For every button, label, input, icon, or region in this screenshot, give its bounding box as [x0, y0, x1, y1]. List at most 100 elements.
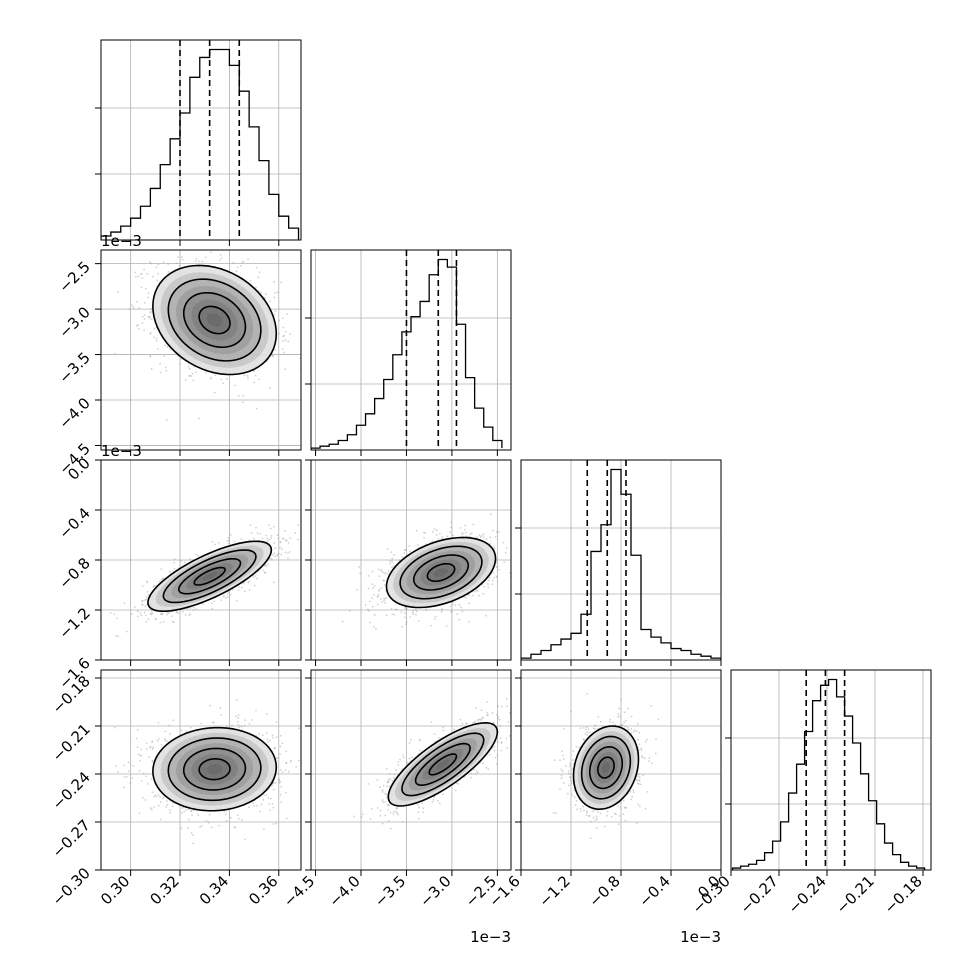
- scatter-point: [123, 602, 126, 605]
- scatter-point: [177, 256, 179, 259]
- scatter-point: [141, 315, 144, 318]
- scatter-point: [260, 291, 262, 294]
- scatter-point: [153, 806, 156, 809]
- scatter-point: [282, 335, 285, 338]
- scatter-point: [266, 738, 269, 741]
- scatter-point: [279, 541, 281, 544]
- scatter-point: [142, 796, 144, 799]
- scatter-point: [270, 558, 273, 561]
- scatter-point: [356, 589, 359, 591]
- scatter-point: [373, 584, 376, 587]
- scatter-point: [114, 352, 117, 355]
- scatter-point: [188, 614, 191, 617]
- scatter-point: [150, 610, 153, 613]
- scatter-point: [400, 611, 403, 613]
- scatter-point: [294, 532, 297, 534]
- scatter-point: [417, 619, 420, 622]
- scatter-point: [235, 698, 238, 701]
- scatter-point: [376, 603, 379, 606]
- scatter-point: [266, 537, 269, 540]
- scatter-point: [218, 824, 220, 827]
- scatter-point: [248, 539, 251, 541]
- scatter-point: [404, 616, 406, 619]
- scatter-point: [391, 566, 393, 569]
- panel-3-0: 0.30 0.32 0.34 0.36−0.30−0.27−0.24−0.21−0.1…: [49, 669, 302, 909]
- scatter-point: [390, 607, 393, 610]
- scatter-point: [209, 704, 212, 707]
- ytick-label: −3.5: [55, 349, 93, 387]
- scatter-point: [145, 596, 148, 599]
- scatter-point: [217, 541, 220, 544]
- scatter-point: [349, 609, 351, 612]
- scatter-point: [381, 600, 384, 603]
- scatter-point: [195, 608, 198, 611]
- scatter-point: [143, 599, 146, 602]
- scatter-point: [276, 554, 279, 557]
- scatter-point: [210, 826, 213, 829]
- scatter-point: [141, 603, 144, 606]
- scatter-point: [197, 260, 200, 263]
- scatter-point: [219, 254, 222, 256]
- scatter-point: [281, 348, 284, 350]
- scatter-point: [250, 531, 253, 534]
- scatter-point: [377, 595, 379, 598]
- scatter-point: [149, 333, 152, 335]
- histogram-step: [101, 48, 300, 240]
- scatter-point: [223, 810, 226, 813]
- scatter-point: [371, 570, 374, 573]
- scatter-point: [134, 271, 137, 274]
- scatter-point: [249, 279, 252, 282]
- scatter-point: [255, 266, 258, 269]
- scatter-point: [274, 547, 277, 550]
- scatter-point: [247, 581, 250, 584]
- scatter-point: [274, 348, 277, 351]
- scatter-point: [166, 613, 168, 616]
- scatter-point: [233, 540, 236, 543]
- scatter-point: [472, 523, 475, 526]
- scatter-point: [128, 307, 131, 310]
- scatter-point: [261, 537, 264, 540]
- scatter-point: [489, 536, 492, 539]
- scatter-point: [228, 539, 230, 542]
- scatter-point: [122, 786, 125, 789]
- scatter-point: [368, 621, 371, 624]
- scatter-point: [255, 526, 257, 529]
- scatter-point: [213, 600, 216, 603]
- scatter-point: [230, 533, 232, 536]
- scatter-point: [435, 529, 438, 532]
- scatter-point: [265, 293, 267, 296]
- panel-2-1: [305, 459, 525, 666]
- scatter-point: [277, 552, 280, 555]
- scatter-point: [147, 315, 150, 318]
- scatter-point: [173, 561, 176, 564]
- scatter-point: [149, 355, 152, 358]
- scatter-point: [391, 560, 394, 563]
- scatter-point: [281, 317, 284, 320]
- scatter-point: [220, 257, 223, 259]
- scatter-point: [241, 401, 244, 404]
- scatter-point: [472, 594, 474, 597]
- scatter-point: [133, 606, 136, 608]
- scatter-point: [270, 537, 272, 539]
- density-fill: [152, 265, 277, 375]
- scatter-point: [241, 261, 244, 264]
- scatter-point: [209, 251, 212, 254]
- scatter-point: [132, 764, 135, 767]
- scatter-point: [213, 391, 216, 394]
- scatter-point: [386, 573, 389, 575]
- scatter-point: [256, 532, 259, 535]
- scatter-point: [272, 554, 274, 556]
- scatter-point: [143, 268, 145, 271]
- scatter-point: [175, 611, 178, 613]
- scatter-point: [497, 568, 500, 571]
- scatter-point: [188, 374, 191, 377]
- scatter-point: [435, 534, 438, 537]
- scatter-point: [209, 377, 212, 380]
- scatter-point: [286, 313, 289, 316]
- scatter-point: [271, 802, 274, 805]
- scatter-point: [145, 748, 148, 750]
- scatter-point: [186, 827, 189, 829]
- scatter-point: [371, 605, 374, 608]
- scatter-point: [523, 544, 525, 546]
- scatter-point: [278, 782, 281, 784]
